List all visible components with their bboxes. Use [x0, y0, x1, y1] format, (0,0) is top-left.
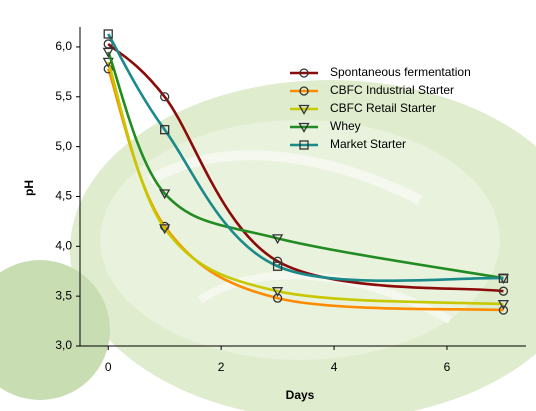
chart: pH Days 3,0 3,5 4,0 4,5 5,0 5,5 6,0 0 2 4 6 Spontan…: [0, 0, 536, 411]
y-axis-title: pH: [22, 180, 36, 196]
legend-label: CBFC Retail Starter: [330, 101, 436, 115]
x-tick-label: 0: [105, 360, 112, 374]
legend-label: CBFC Industrial Starter: [330, 83, 454, 97]
y-tick-label: 5,5: [55, 89, 72, 103]
x-tick-label: 4: [331, 360, 338, 374]
legend-label: Market Starter: [330, 137, 406, 151]
y-tick-label: 3,5: [55, 288, 72, 302]
x-axis-title: Days: [286, 388, 315, 402]
y-tick-label: 4,0: [55, 238, 72, 252]
x-tick-label: 6: [444, 360, 451, 374]
y-tick-label: 5,0: [55, 139, 72, 153]
legend-label: Spontaneous fermentation: [330, 65, 471, 79]
y-tick-label: 6,0: [55, 39, 72, 53]
y-tick-label: 4,5: [55, 189, 72, 203]
y-tick-label: 3,0: [55, 338, 72, 352]
x-tick-label: 2: [218, 360, 225, 374]
legend-label: Whey: [330, 119, 361, 133]
